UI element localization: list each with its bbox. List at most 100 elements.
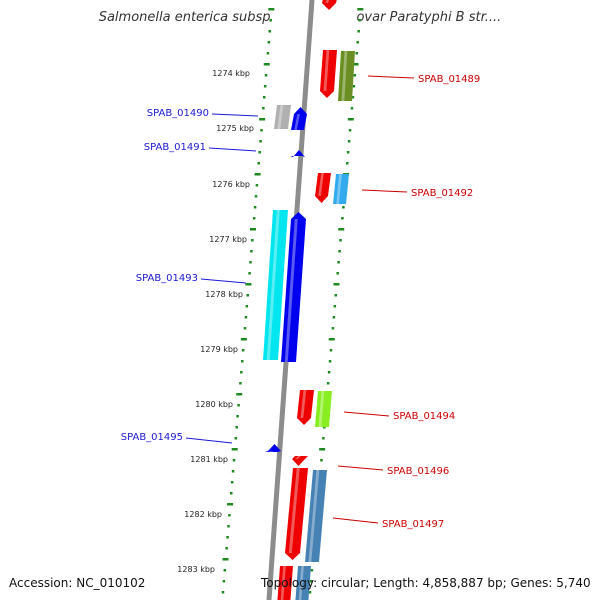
guide-dot [333,283,340,286]
gene-highlight [318,173,324,196]
guide-dot [243,327,247,330]
gene-arrow[interactable] [315,173,331,203]
gene-arrow[interactable] [277,566,293,600]
guide-dot [245,305,249,308]
guide-dot [248,272,251,275]
gene-arrow[interactable] [333,174,349,204]
gene-label[interactable]: SPAB_01494 [393,411,455,422]
accession-text: Accession: NC_010102 [9,576,146,590]
gene-label[interactable]: SPAB_01489 [418,74,480,85]
guide-dot [254,173,261,176]
gene-label[interactable]: SPAB_01496 [387,466,449,477]
gene-arrow[interactable] [290,150,305,157]
label-leader-line [200,278,247,284]
gene-highlight [277,105,284,129]
guide-dot [257,162,260,165]
guide-dot [263,63,270,66]
guide-dot [357,8,364,11]
gene-arrow[interactable] [274,105,291,129]
gene-arrow[interactable] [285,468,308,560]
gene-arrow[interactable] [295,566,311,600]
gene-arrow[interactable] [281,212,306,362]
guide-dot [310,569,314,572]
guide-dot [328,360,332,363]
gene-arrow[interactable] [265,444,281,452]
gene-label[interactable]: SPAB_01493 [136,273,198,284]
kbp-label: 1279 kbp [200,345,238,354]
guide-dot [338,250,341,253]
guide-dot [228,514,231,517]
gene-highlight [288,468,300,553]
gene-arrow[interactable] [263,210,288,360]
guide-dot [230,492,233,495]
guide-dot [266,52,270,55]
gene-arrow[interactable] [320,50,337,98]
guide-dot [323,426,326,429]
guide-dot [240,338,247,341]
kbp-ruler: 1274 kbp 1275 kbp 1276 kbp 1277 kbp 1278 kbp… [177,69,254,574]
guide-dot [308,591,312,594]
kbp-label: 1277 kbp [209,235,247,244]
label-leader-line [185,437,233,444]
guide-dot [232,459,236,462]
guide-dot [250,228,256,231]
gene-highlight [308,470,320,562]
guide-dot [356,41,359,44]
gene-arrow[interactable] [315,391,332,427]
guide-dot [254,195,258,198]
gene-label[interactable]: SPAB_01495 [121,432,183,443]
guide-dot [309,580,313,583]
gene-arrow[interactable] [291,107,307,130]
guide-dot [236,393,243,396]
guide-dot [329,349,333,352]
kbp-label: 1274 kbp [212,69,250,78]
guide-dot [262,107,265,110]
gene-label[interactable]: SPAB_01490 [147,108,209,119]
kbp-label: 1280 kbp [195,400,233,409]
guide-dot [222,558,229,561]
guide-dot [227,525,230,528]
guide-dot [227,503,234,506]
guide-dot [231,448,238,451]
gene-highlight [323,50,330,91]
left-dotted-guide [221,8,275,594]
guide-dot [239,382,242,385]
guide-dot [326,382,330,385]
guide-dot [353,74,357,77]
guide-dot [235,426,238,429]
guide-dot [337,261,340,264]
guide-dot [336,272,339,275]
gene-arrow[interactable] [297,390,314,425]
kbp-label: 1282 kbp [184,510,222,519]
guide-dot [259,140,262,143]
guide-dot [358,19,361,22]
gene-label[interactable]: SPAB_01497 [382,519,444,530]
gene-highlight [318,391,325,427]
gene-label[interactable]: SPAB_01491 [144,142,206,153]
gene-arrow[interactable] [338,51,355,101]
guide-dot [236,415,239,418]
gene-highlight [280,566,286,600]
guide-dot [322,437,325,440]
guide-dot [267,41,271,44]
guide-dot [269,19,272,22]
guide-dot [341,217,344,220]
guide-dot [338,228,345,231]
label-leader-line [337,465,384,471]
kbp-label: 1281 kbp [190,455,228,464]
gene-highlight [336,174,342,204]
kbp-label: 1283 kbp [177,565,215,574]
gene-highlight [325,0,329,3]
guide-dot [226,536,229,539]
gene-highlight [268,451,274,452]
gene-arrow[interactable] [305,470,327,562]
guide-dot [263,96,266,99]
gene-highlight [295,456,301,459]
guide-dot [357,30,360,33]
gene-label[interactable]: SPAB_01492 [411,188,473,199]
guide-dot [234,437,238,440]
gene-arrow[interactable] [292,456,308,466]
guide-dot [320,459,323,462]
guide-dot [244,316,248,319]
gene-arrow[interactable] [322,0,339,10]
